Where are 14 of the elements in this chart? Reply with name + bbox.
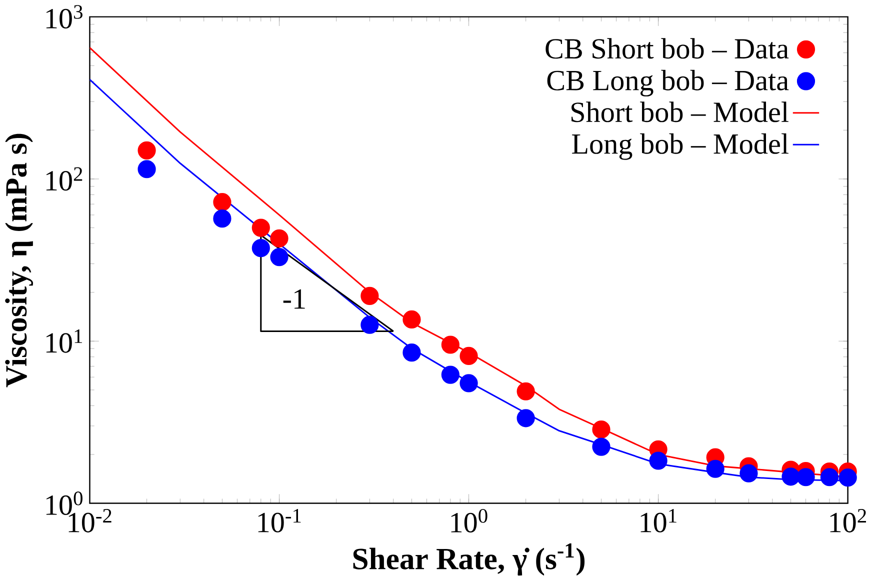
annotation: -1 [283, 290, 305, 309]
legend-label: Short bob – Model [572, 102, 788, 122]
x-axis-title: Shear Rate, γ̇ (s$^{-1}$) [353, 543, 585, 576]
legend-label: Long bob – Model [572, 134, 788, 160]
y-tick-label: 10$^{2}$ [46, 167, 82, 191]
y-tick-label: 10$^{3}$ [46, 5, 82, 29]
legend-label: CB Long bob – Data [547, 70, 789, 97]
x-tick-label: 10$^{1}$ [640, 509, 676, 533]
y-axis-title: Viscosity, η (mPa s) [5, 134, 34, 388]
x-tick-label: 10$^{0}$ [451, 509, 488, 533]
y-tick-label: 10$^{1}$ [46, 330, 82, 353]
legend-label: CB Short bob – Data [546, 38, 789, 59]
x-tick-label: 10$^{2}$ [830, 509, 866, 533]
x-tick-label: 10$^{-1}$ [258, 509, 301, 533]
